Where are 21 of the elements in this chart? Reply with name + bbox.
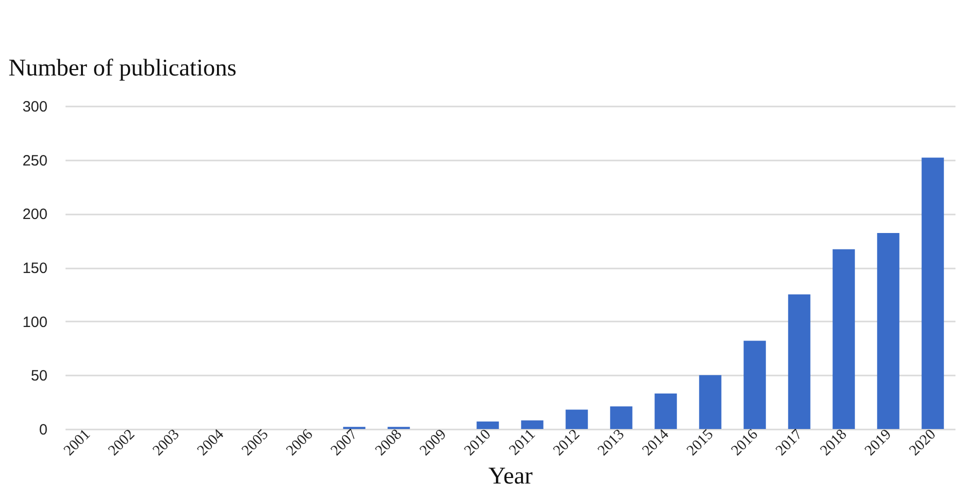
x-axis-title: Year bbox=[488, 463, 533, 490]
bar bbox=[610, 406, 632, 429]
y-tick-label: 0 bbox=[39, 422, 48, 438]
y-tick-label: 200 bbox=[22, 206, 48, 224]
bar bbox=[922, 158, 944, 429]
bar bbox=[566, 410, 588, 429]
bar bbox=[832, 249, 855, 429]
y-tick-label: 250 bbox=[22, 152, 48, 170]
bar bbox=[654, 393, 677, 429]
bar bbox=[521, 420, 544, 429]
bar bbox=[744, 340, 766, 429]
x-tick-label: 2011 bbox=[506, 426, 539, 459]
bar bbox=[877, 233, 900, 429]
y-tick-label: 100 bbox=[22, 314, 48, 331]
y-tick-label: 300 bbox=[22, 98, 48, 116]
bar bbox=[699, 375, 722, 429]
y-axis-title: Number of publications bbox=[8, 56, 236, 82]
bar bbox=[788, 294, 810, 429]
y-tick-label: 50 bbox=[30, 368, 48, 385]
bar bbox=[476, 421, 499, 429]
y-tick-label: 150 bbox=[22, 260, 48, 277]
